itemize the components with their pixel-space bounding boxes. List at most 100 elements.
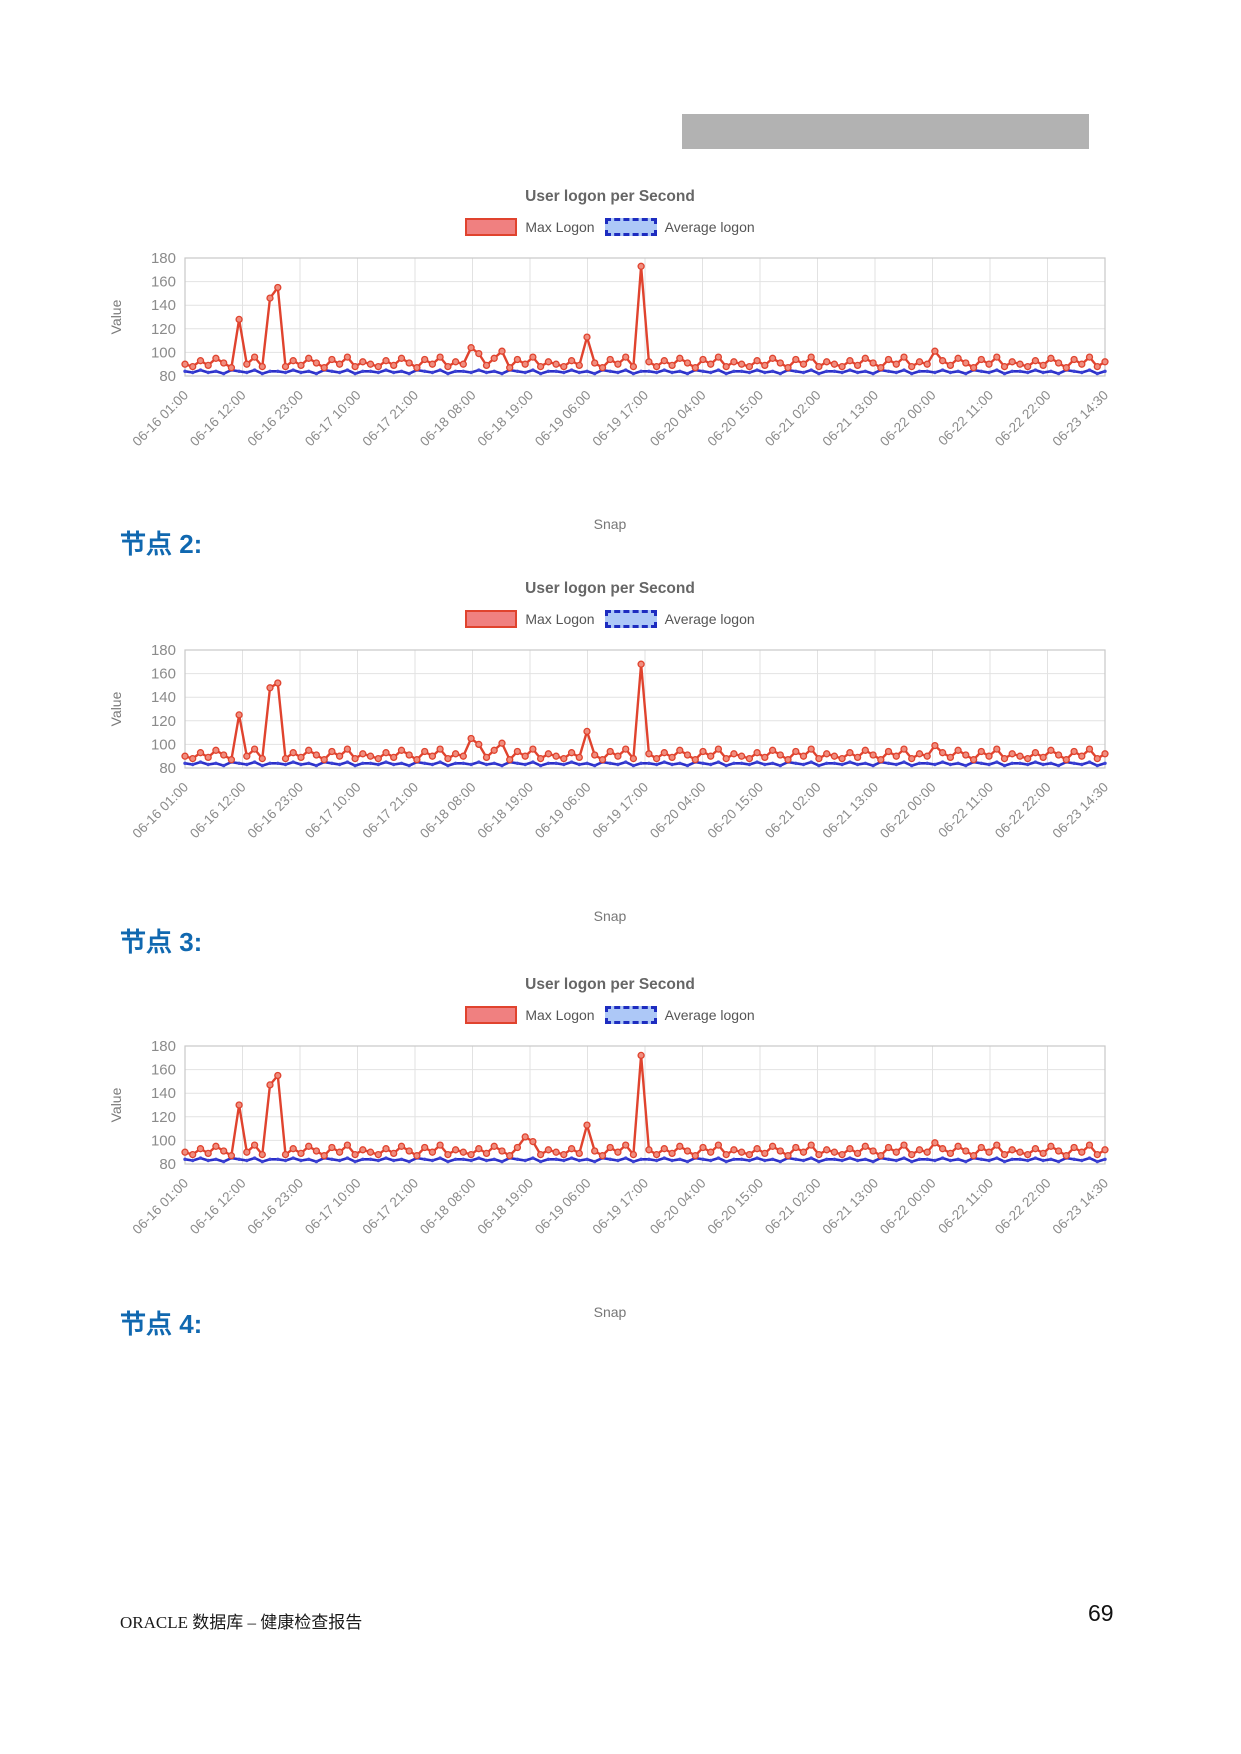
svg-text:06-18 08:00: 06-18 08:00	[417, 780, 479, 842]
average-logon-swatch-icon	[604, 1006, 657, 1024]
footer-report-title: ORACLE 数据库 – 健康检查报告	[120, 1613, 363, 1632]
svg-text:06-22 22:00: 06-22 22:00	[992, 780, 1054, 842]
chart-node2: User logon per Second Max Logon Average …	[105, 580, 1115, 924]
svg-text:06-19 17:00: 06-19 17:00	[590, 388, 652, 450]
chart-title: User logon per Second	[525, 976, 695, 993]
svg-text:06-22 11:00: 06-22 11:00	[935, 1176, 996, 1237]
svg-text:140: 140	[151, 1085, 176, 1102]
svg-text:06-21 13:00: 06-21 13:00	[820, 388, 882, 450]
section-header-node4: 节点 4:	[120, 1309, 203, 1339]
svg-text:06-21 13:00: 06-21 13:00	[820, 1176, 882, 1238]
svg-text:06-17 10:00: 06-17 10:00	[302, 780, 364, 842]
svg-text:06-20 04:00: 06-20 04:00	[647, 1176, 709, 1238]
svg-text:140: 140	[151, 297, 176, 314]
max-logon-swatch-icon	[465, 1006, 518, 1024]
legend-item-avg: Average logon	[604, 218, 755, 236]
svg-text:06-23 14:30: 06-23 14:30	[1050, 1176, 1112, 1238]
svg-text:100: 100	[151, 736, 176, 753]
svg-text:06-23 14:30: 06-23 14:30	[1050, 388, 1112, 450]
legend-item-avg: Average logon	[604, 610, 755, 628]
svg-text:06-20 04:00: 06-20 04:00	[647, 388, 709, 450]
svg-text:06-16 23:00: 06-16 23:00	[245, 780, 307, 842]
svg-text:Value: Value	[108, 691, 124, 726]
chart-legend: Max Logon Average logon	[105, 216, 1115, 238]
svg-text:140: 140	[151, 689, 176, 706]
svg-text:06-16 01:00: 06-16 01:00	[130, 780, 192, 842]
max-logon-swatch-icon	[465, 218, 518, 236]
chart-legend: Max Logon Average logon	[105, 1004, 1115, 1026]
legend-label-max: Max Logon	[525, 219, 595, 235]
svg-text:06-22 00:00: 06-22 00:00	[877, 1176, 939, 1238]
chart-node1: User logon per Second Max Logon Average …	[105, 188, 1115, 532]
svg-text:06-18 19:00: 06-18 19:00	[475, 780, 537, 842]
svg-text:06-22 00:00: 06-22 00:00	[877, 780, 939, 842]
svg-text:06-21 02:00: 06-21 02:00	[762, 388, 824, 450]
svg-text:Value: Value	[108, 299, 124, 334]
svg-text:180: 180	[151, 1038, 176, 1055]
chart-node3: User logon per Second Max Logon Average …	[105, 976, 1115, 1320]
svg-text:06-20 15:00: 06-20 15:00	[705, 1176, 767, 1238]
max-logon-swatch-icon	[465, 610, 518, 628]
svg-text:06-23 14:30: 06-23 14:30	[1050, 780, 1112, 842]
svg-text:06-16 23:00: 06-16 23:00	[245, 388, 307, 450]
svg-text:06-17 21:00: 06-17 21:00	[360, 1176, 422, 1238]
legend-label-avg: Average logon	[664, 219, 755, 235]
svg-text:06-16 23:00: 06-16 23:00	[245, 1176, 307, 1238]
svg-text:160: 160	[151, 666, 176, 683]
legend-label-max: Max Logon	[525, 611, 595, 627]
svg-text:06-17 21:00: 06-17 21:00	[360, 388, 422, 450]
svg-text:06-19 06:00: 06-19 06:00	[532, 388, 594, 450]
svg-text:06-18 08:00: 06-18 08:00	[417, 1176, 479, 1238]
svg-text:100: 100	[151, 1132, 176, 1149]
svg-text:06-21 02:00: 06-21 02:00	[762, 1176, 824, 1238]
svg-text:06-17 10:00: 06-17 10:00	[302, 1176, 364, 1238]
legend-label-avg: Average logon	[664, 611, 755, 627]
average-logon-swatch-icon	[604, 218, 657, 236]
svg-text:06-18 19:00: 06-18 19:00	[475, 1176, 537, 1238]
svg-text:06-22 22:00: 06-22 22:00	[992, 1176, 1054, 1238]
svg-text:06-19 06:00: 06-19 06:00	[532, 780, 594, 842]
svg-text:06-22 00:00: 06-22 00:00	[877, 388, 939, 450]
section-header-node2: 节点 2:	[120, 529, 203, 559]
svg-text:06-20 15:00: 06-20 15:00	[705, 780, 767, 842]
svg-text:06-20 15:00: 06-20 15:00	[705, 388, 767, 450]
svg-text:06-19 17:00: 06-19 17:00	[590, 780, 652, 842]
legend-item-max: Max Logon	[465, 610, 595, 628]
svg-text:06-17 21:00: 06-17 21:00	[360, 780, 422, 842]
svg-text:160: 160	[151, 274, 176, 291]
x-axis-title: Snap	[593, 1304, 627, 1320]
svg-text:06-16 12:00: 06-16 12:00	[187, 1176, 249, 1238]
x-axis-title: Snap	[593, 908, 627, 924]
svg-text:80: 80	[159, 368, 176, 385]
svg-text:06-19 17:00: 06-19 17:00	[590, 1176, 652, 1238]
svg-text:120: 120	[151, 1109, 176, 1126]
chart-legend: Max Logon Average logon	[105, 608, 1115, 630]
svg-text:06-20 04:00: 06-20 04:00	[647, 780, 709, 842]
svg-text:06-22 11:00: 06-22 11:00	[935, 388, 996, 449]
chart-title: User logon per Second	[525, 580, 695, 597]
svg-text:06-16 01:00: 06-16 01:00	[130, 388, 192, 450]
svg-text:80: 80	[159, 1156, 176, 1173]
legend-label-avg: Average logon	[664, 1007, 755, 1023]
svg-text:06-16 12:00: 06-16 12:00	[187, 388, 249, 450]
section-header-node3: 节点 3:	[120, 927, 203, 957]
legend-item-max: Max Logon	[465, 218, 595, 236]
redacted-header-bar	[682, 114, 1089, 149]
svg-text:120: 120	[151, 713, 176, 730]
svg-text:80: 80	[159, 760, 176, 777]
legend-item-avg: Average logon	[604, 1006, 755, 1024]
svg-text:06-22 11:00: 06-22 11:00	[935, 780, 996, 841]
svg-text:06-19 06:00: 06-19 06:00	[532, 1176, 594, 1238]
svg-text:100: 100	[151, 344, 176, 361]
chart-title: User logon per Second	[525, 188, 695, 205]
svg-text:160: 160	[151, 1062, 176, 1079]
svg-text:06-17 10:00: 06-17 10:00	[302, 388, 364, 450]
x-axis-title: Snap	[593, 516, 627, 532]
svg-text:06-16 12:00: 06-16 12:00	[187, 780, 249, 842]
svg-text:06-18 19:00: 06-18 19:00	[475, 388, 537, 450]
legend-item-max: Max Logon	[465, 1006, 595, 1024]
svg-text:06-16 01:00: 06-16 01:00	[130, 1176, 192, 1238]
